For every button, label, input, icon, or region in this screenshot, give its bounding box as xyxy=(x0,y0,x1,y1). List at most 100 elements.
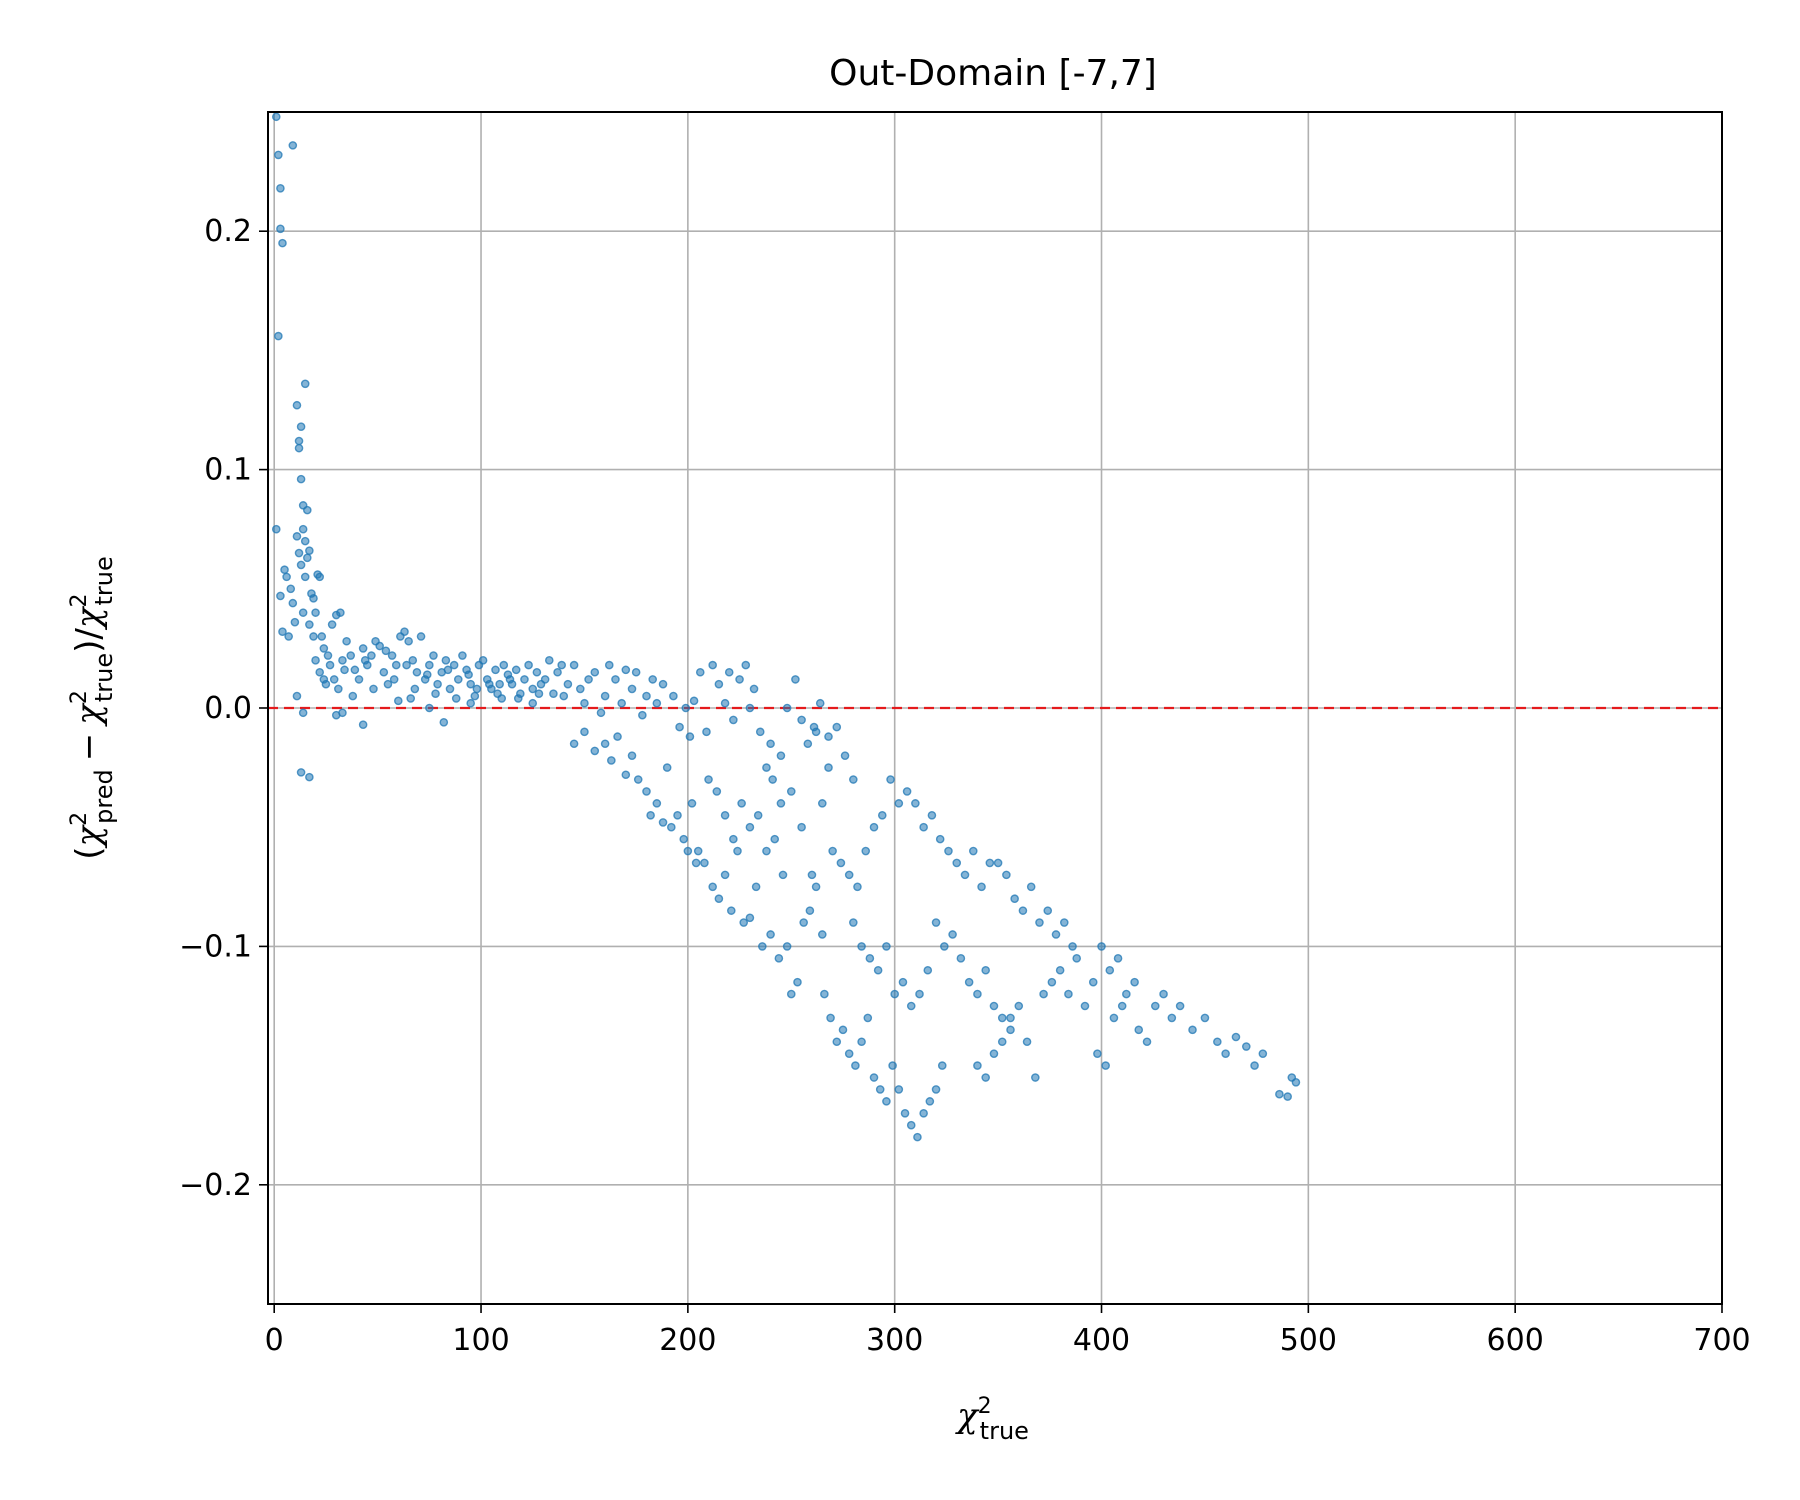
data-point xyxy=(797,715,806,725)
data-point xyxy=(997,1037,1007,1047)
data-point xyxy=(298,524,308,534)
data-point xyxy=(960,870,970,880)
data-point xyxy=(968,846,978,856)
data-point xyxy=(1068,942,1077,951)
y-tick-label: −0.1 xyxy=(179,929,252,964)
data-point xyxy=(1064,989,1073,999)
data-point xyxy=(431,689,440,698)
data-point xyxy=(877,810,887,820)
data-point xyxy=(890,989,899,999)
data-point xyxy=(865,954,875,963)
data-point xyxy=(305,772,314,782)
data-point xyxy=(720,810,730,820)
data-point xyxy=(478,656,488,665)
data-point xyxy=(824,732,833,741)
data-point xyxy=(470,691,480,701)
data-point xyxy=(749,684,759,694)
data-point xyxy=(840,751,850,760)
data-point xyxy=(989,1049,999,1058)
data-point xyxy=(1072,954,1081,963)
data-point xyxy=(584,675,593,684)
data-point xyxy=(902,787,912,796)
data-point xyxy=(1093,1049,1102,1058)
data-point xyxy=(948,930,957,939)
data-point xyxy=(532,667,542,677)
data-point xyxy=(911,799,920,808)
data-point xyxy=(528,698,538,708)
data-point xyxy=(441,656,451,665)
data-point xyxy=(869,1073,879,1082)
data-point xyxy=(284,632,293,641)
data-point xyxy=(1055,965,1065,975)
data-point xyxy=(1175,1001,1185,1011)
data-point xyxy=(334,684,343,694)
data-point xyxy=(906,1001,916,1011)
data-point xyxy=(741,660,751,670)
data-point xyxy=(882,1097,891,1106)
data-point xyxy=(495,679,504,689)
data-point xyxy=(528,684,538,694)
data-point xyxy=(300,379,310,389)
data-point xyxy=(729,834,738,844)
x-tick-label: 500 xyxy=(1280,1323,1337,1358)
data-point xyxy=(493,689,502,698)
data-point xyxy=(1010,894,1019,904)
data-point xyxy=(1231,1032,1241,1042)
data-point xyxy=(828,846,837,856)
data-point xyxy=(604,660,614,670)
data-point xyxy=(937,1061,947,1070)
data-point xyxy=(600,739,610,749)
data-point xyxy=(406,694,416,703)
data-point xyxy=(745,703,755,713)
data-point xyxy=(940,942,949,951)
data-point xyxy=(311,608,320,617)
data-point xyxy=(590,667,600,677)
data-point xyxy=(633,775,643,784)
data-point xyxy=(621,770,631,780)
data-point xyxy=(646,810,655,820)
data-point xyxy=(894,1085,904,1094)
data-point xyxy=(886,775,895,784)
data-point xyxy=(931,918,941,927)
data-point xyxy=(294,436,304,446)
data-point xyxy=(853,882,862,892)
data-point xyxy=(338,708,347,718)
data-point xyxy=(1188,1025,1197,1035)
data-point xyxy=(319,644,329,653)
data-point xyxy=(1113,954,1123,963)
data-point xyxy=(793,977,802,987)
data-point xyxy=(691,858,701,868)
data-point xyxy=(735,675,744,684)
data-point xyxy=(342,636,351,646)
x-tick-label: 700 xyxy=(1693,1323,1750,1358)
data-point xyxy=(667,822,676,832)
data-point xyxy=(394,696,403,706)
data-point xyxy=(458,651,467,660)
data-point xyxy=(1283,1092,1292,1101)
data-point xyxy=(964,977,974,987)
data-point xyxy=(836,858,846,868)
data-point xyxy=(294,443,304,453)
data-point xyxy=(652,698,662,708)
data-point xyxy=(791,675,800,684)
data-point xyxy=(1080,1001,1090,1011)
data-point xyxy=(520,675,529,684)
data-point xyxy=(400,627,409,637)
data-point xyxy=(348,691,358,701)
data-point xyxy=(280,565,289,575)
data-point xyxy=(292,691,302,701)
data-point xyxy=(607,756,616,765)
data-point xyxy=(1014,1001,1024,1011)
data-point xyxy=(753,810,763,820)
data-point xyxy=(849,775,858,784)
data-point xyxy=(888,1061,897,1070)
data-point xyxy=(931,1085,941,1094)
data-point xyxy=(923,965,933,975)
data-point xyxy=(274,150,283,160)
data-point xyxy=(869,822,879,832)
data-point xyxy=(402,660,411,670)
data-point xyxy=(695,667,705,677)
data-point xyxy=(658,679,668,689)
data-point xyxy=(350,665,360,675)
